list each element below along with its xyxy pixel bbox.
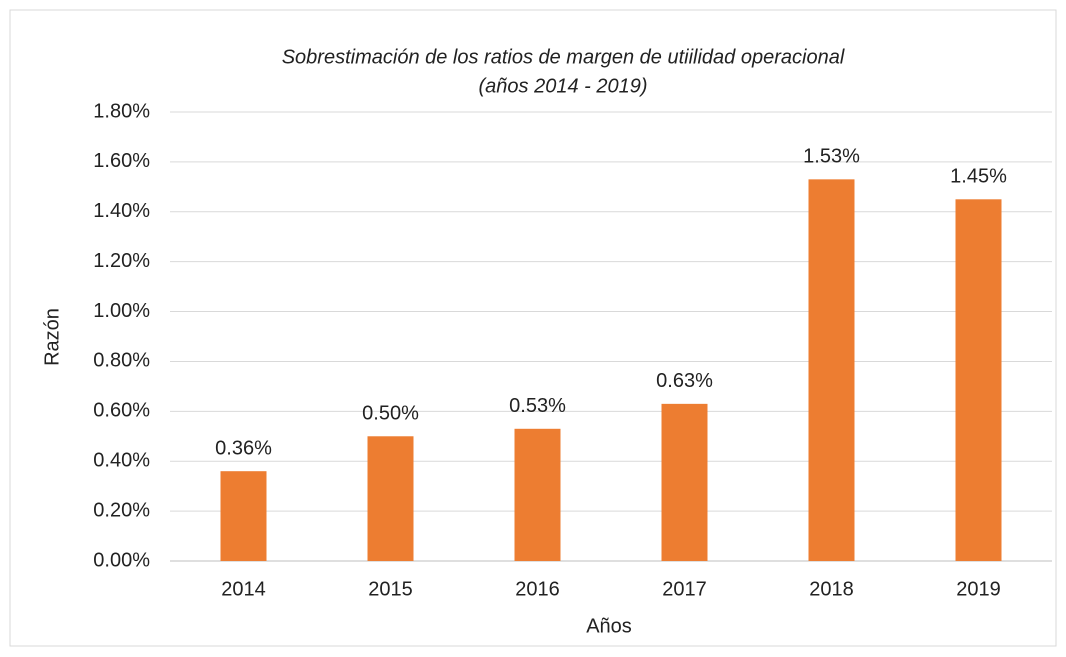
x-tick-label: 2014 <box>221 578 266 600</box>
y-axis-label: Razón <box>41 308 63 366</box>
x-tick-label: 2018 <box>809 578 854 600</box>
y-tick-label: 0.00% <box>93 549 150 571</box>
x-tick-label: 2015 <box>368 578 413 600</box>
data-label: 0.36% <box>215 437 272 459</box>
chart-title: Sobrestimación de los ratios de margen d… <box>282 46 845 68</box>
data-label: 0.53% <box>509 395 566 417</box>
y-tick-label: 1.20% <box>93 250 150 272</box>
y-tick-label: 1.60% <box>93 150 150 172</box>
bar <box>661 403 708 561</box>
chart-title: (años 2014 - 2019) <box>478 75 647 97</box>
data-label: 1.45% <box>950 166 1007 188</box>
data-label: 0.63% <box>656 370 713 392</box>
y-tick-label: 0.40% <box>93 450 150 472</box>
y-tick-label: 1.00% <box>93 300 150 322</box>
y-tick-label: 1.40% <box>93 200 150 222</box>
data-label: 1.53% <box>803 146 860 168</box>
bar <box>808 179 855 561</box>
y-tick-label: 0.60% <box>93 400 150 422</box>
y-tick-label: 1.80% <box>93 100 150 122</box>
bar <box>514 428 561 561</box>
x-axis-label: Años <box>586 615 632 637</box>
bar <box>955 199 1002 562</box>
y-tick-label: 0.80% <box>93 350 150 372</box>
x-tick-label: 2019 <box>956 578 1001 600</box>
data-label: 0.50% <box>362 403 419 425</box>
bar <box>367 436 414 561</box>
bar <box>220 471 267 561</box>
y-tick-label: 0.20% <box>93 499 150 521</box>
x-tick-label: 2017 <box>662 578 707 600</box>
x-tick-label: 2016 <box>515 578 560 600</box>
